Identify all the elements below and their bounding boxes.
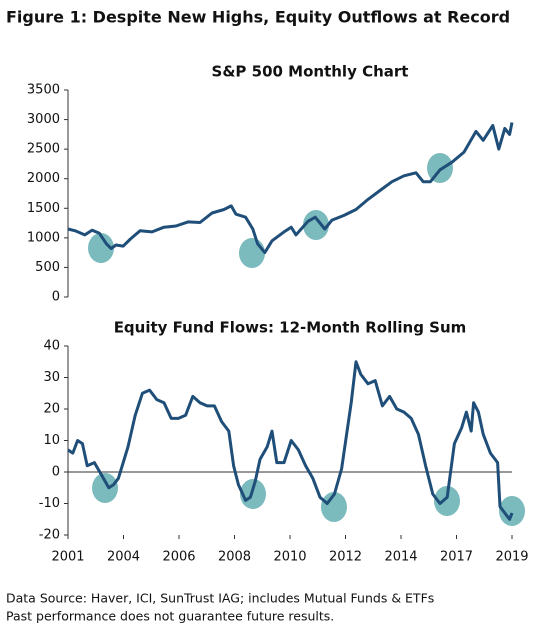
chart-title: Equity Fund Flows: 12-Month Rolling Sum [114, 319, 467, 337]
highlight [239, 238, 265, 268]
highlight [303, 210, 329, 240]
y-tick-label: 40 [43, 339, 60, 354]
y-tick-label: 2000 [27, 171, 60, 186]
x-tick-label: 2012 [329, 550, 362, 565]
y-tick-label: 3500 [27, 83, 60, 98]
x-tick-label: 2010 [273, 550, 306, 565]
x-tick-label: 2001 [51, 550, 84, 565]
x-tick-label: 2017 [440, 550, 473, 565]
highlight [88, 233, 114, 263]
y-tick-label: 2500 [27, 142, 60, 157]
chart-title: S&P 500 Monthly Chart [212, 63, 409, 81]
highlight [321, 492, 347, 522]
y-tick-label: 3000 [27, 112, 60, 127]
source-note: Data Source: Haver, ICI, SunTrust IAG; i… [6, 591, 434, 606]
x-tick-label: 2014 [384, 550, 417, 565]
data-line [67, 360, 514, 521]
y-tick-label: 1000 [27, 230, 60, 245]
y-tick-label: 0 [52, 290, 60, 305]
y-tick-label: 500 [35, 260, 60, 275]
y-tick-label: 1500 [27, 201, 60, 216]
y-tick-label: -20 [39, 528, 60, 543]
highlight [92, 473, 118, 503]
y-tick-label: 10 [43, 433, 60, 448]
x-tick-label: 2019 [495, 550, 528, 565]
highlight [434, 486, 460, 516]
y-tick-label: 0 [52, 465, 60, 480]
figure-title: Figure 1: Despite New Highs, Equity Outf… [6, 8, 510, 27]
y-tick-label: 20 [43, 402, 60, 417]
source-note: Past performance does not guarantee futu… [6, 609, 334, 624]
highlight [499, 496, 525, 526]
y-tick-label: 30 [43, 370, 60, 385]
x-tick-label: 2008 [218, 550, 251, 565]
highlight [427, 153, 453, 183]
x-tick-label: 2004 [107, 550, 140, 565]
y-tick-label: -10 [39, 496, 60, 511]
data-line [67, 122, 514, 255]
x-tick-label: 2006 [162, 550, 195, 565]
